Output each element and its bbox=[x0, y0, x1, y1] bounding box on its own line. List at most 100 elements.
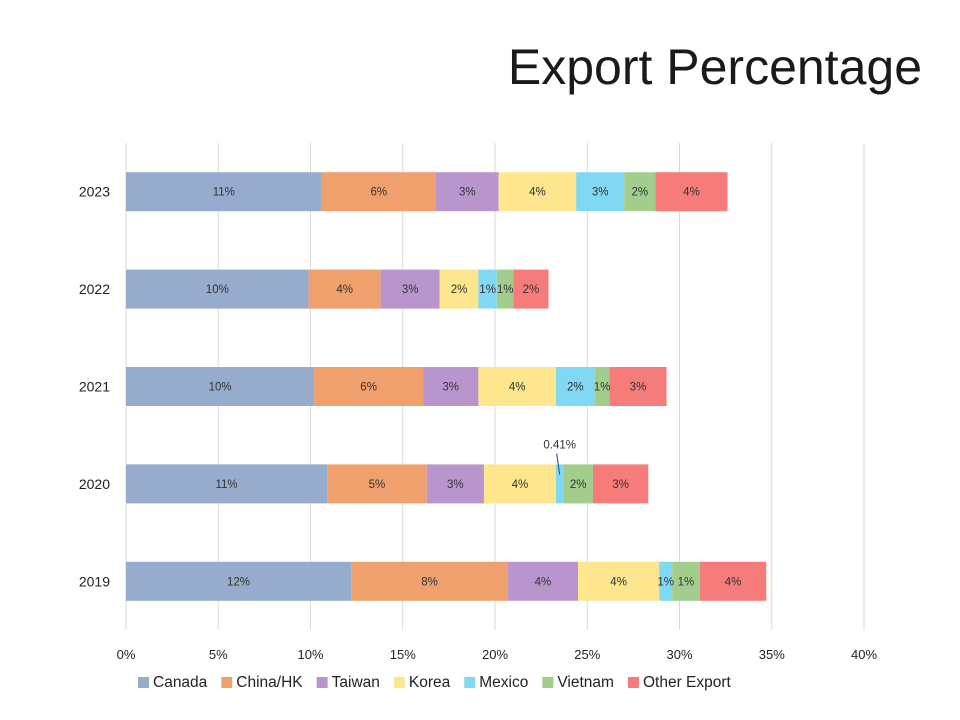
data-label: 1% bbox=[497, 284, 514, 296]
bar-segment bbox=[308, 269, 381, 309]
data-label: 2% bbox=[451, 284, 468, 296]
x-tick-label: 25% bbox=[574, 647, 600, 662]
data-label: 4% bbox=[725, 576, 742, 588]
legend-swatch bbox=[542, 677, 554, 688]
legend-swatch bbox=[627, 677, 639, 688]
bar-segment bbox=[423, 367, 479, 406]
legend-label: Mexico bbox=[479, 674, 528, 691]
data-label: 2% bbox=[523, 284, 540, 296]
data-label: 4% bbox=[509, 382, 526, 394]
data-label: 2% bbox=[570, 479, 587, 491]
bar-segment bbox=[555, 464, 564, 504]
bar-segment bbox=[563, 464, 593, 504]
bar-segment bbox=[507, 561, 579, 601]
legend-swatch bbox=[138, 677, 149, 688]
bar-segment bbox=[496, 269, 514, 309]
data-label: 1% bbox=[678, 576, 695, 588]
callout-line bbox=[556, 453, 561, 475]
bar-segment bbox=[578, 561, 660, 601]
bar-segment bbox=[555, 367, 595, 406]
x-tick-label: 15% bbox=[390, 647, 416, 662]
bar-segment bbox=[576, 172, 625, 212]
legend-label: Vietnam bbox=[557, 674, 614, 691]
bar-segment bbox=[655, 172, 728, 212]
data-label: 11% bbox=[213, 187, 235, 199]
bar-segment bbox=[380, 269, 440, 309]
y-tick-label: 2022 bbox=[79, 281, 110, 297]
data-label: 8% bbox=[421, 576, 438, 588]
x-tick-label: 30% bbox=[666, 647, 692, 662]
y-tick-label: 2019 bbox=[79, 573, 110, 589]
data-label: 3% bbox=[630, 382, 647, 394]
bar-segment bbox=[624, 172, 656, 212]
bar-segment bbox=[672, 561, 700, 601]
data-label: 5% bbox=[369, 479, 386, 491]
legend-swatch bbox=[221, 677, 233, 688]
x-tick-label: 5% bbox=[209, 647, 228, 662]
bar-segment bbox=[126, 269, 309, 309]
bar-segment bbox=[699, 561, 767, 601]
legend-label: China/HK bbox=[236, 674, 303, 691]
data-label: 2% bbox=[567, 382, 584, 394]
legend-label: Taiwan bbox=[332, 674, 380, 691]
x-tick-label: 10% bbox=[297, 647, 323, 662]
bar-segment bbox=[478, 367, 556, 406]
bar-segment bbox=[351, 561, 508, 601]
bar-segment bbox=[594, 367, 610, 406]
data-label: 3% bbox=[442, 382, 459, 394]
x-tick-label: 40% bbox=[851, 647, 877, 662]
bar-segment bbox=[498, 172, 577, 212]
data-label: 3% bbox=[612, 479, 629, 491]
bar-segment bbox=[126, 172, 322, 212]
legend: Canada China/HK Taiwan Korea Mexico Vietnam Ot… bbox=[138, 674, 732, 691]
data-label: 1% bbox=[594, 382, 611, 394]
data-label: 4% bbox=[535, 576, 552, 588]
data-label: 6% bbox=[370, 187, 387, 199]
data-label: 10% bbox=[206, 284, 229, 296]
data-label: 1% bbox=[479, 284, 496, 296]
y-tick-label: 2023 bbox=[79, 184, 110, 200]
data-label: 3% bbox=[592, 187, 609, 199]
bars-group bbox=[126, 172, 767, 601]
bar-segment bbox=[314, 367, 424, 406]
y-tick-label: 2021 bbox=[79, 379, 110, 395]
legend-swatch bbox=[316, 677, 328, 688]
data-label: 6% bbox=[360, 382, 377, 394]
legend-label: Canada bbox=[153, 674, 208, 691]
legend-label: Korea bbox=[409, 674, 451, 691]
data-label: 4% bbox=[512, 479, 529, 491]
data-label: 3% bbox=[402, 284, 419, 296]
data-label: 3% bbox=[447, 479, 464, 491]
data-label: 4% bbox=[529, 187, 546, 199]
bar-segment bbox=[483, 464, 556, 504]
bar-segment bbox=[126, 367, 315, 406]
bar-segment bbox=[478, 269, 497, 309]
x-tick-label: 35% bbox=[759, 647, 785, 662]
data-label: 4% bbox=[610, 576, 627, 588]
bar-segment bbox=[321, 172, 436, 212]
data-label: 4% bbox=[336, 284, 353, 296]
data-label: 10% bbox=[209, 382, 232, 394]
bar-segment bbox=[592, 464, 649, 504]
bar-segment bbox=[435, 172, 499, 212]
bar-segment bbox=[126, 561, 352, 601]
data-label: 3% bbox=[459, 187, 476, 199]
segment-labels: 11% 6% 3% 4% 3% 2% 4%10% 4% 3% 2% 1% 1% 2%10% 6% 3% 4% 2… bbox=[206, 187, 742, 589]
data-label: 2% bbox=[632, 187, 649, 199]
bar-segment bbox=[513, 269, 549, 309]
y-tick-label: 2020 bbox=[79, 476, 110, 492]
bar-segment bbox=[327, 464, 427, 504]
chart-title: Export Percentage bbox=[507, 39, 922, 95]
data-label: 4% bbox=[683, 187, 700, 199]
legend-label: Other Export bbox=[643, 674, 732, 691]
data-label: 11% bbox=[215, 479, 237, 491]
x-axis-labels: 0% 5% 10% 15% 20% 25% 30% 35% 40% bbox=[117, 647, 878, 662]
data-label: 0.41% bbox=[543, 439, 576, 451]
x-tick-label: 0% bbox=[117, 647, 136, 662]
bar-segment bbox=[609, 367, 667, 406]
bar-segment bbox=[426, 464, 484, 504]
legend-swatch bbox=[464, 677, 476, 688]
y-axis-labels: 2023 2022 2021 2020 2019 bbox=[79, 184, 110, 590]
bar-segment bbox=[439, 269, 479, 309]
